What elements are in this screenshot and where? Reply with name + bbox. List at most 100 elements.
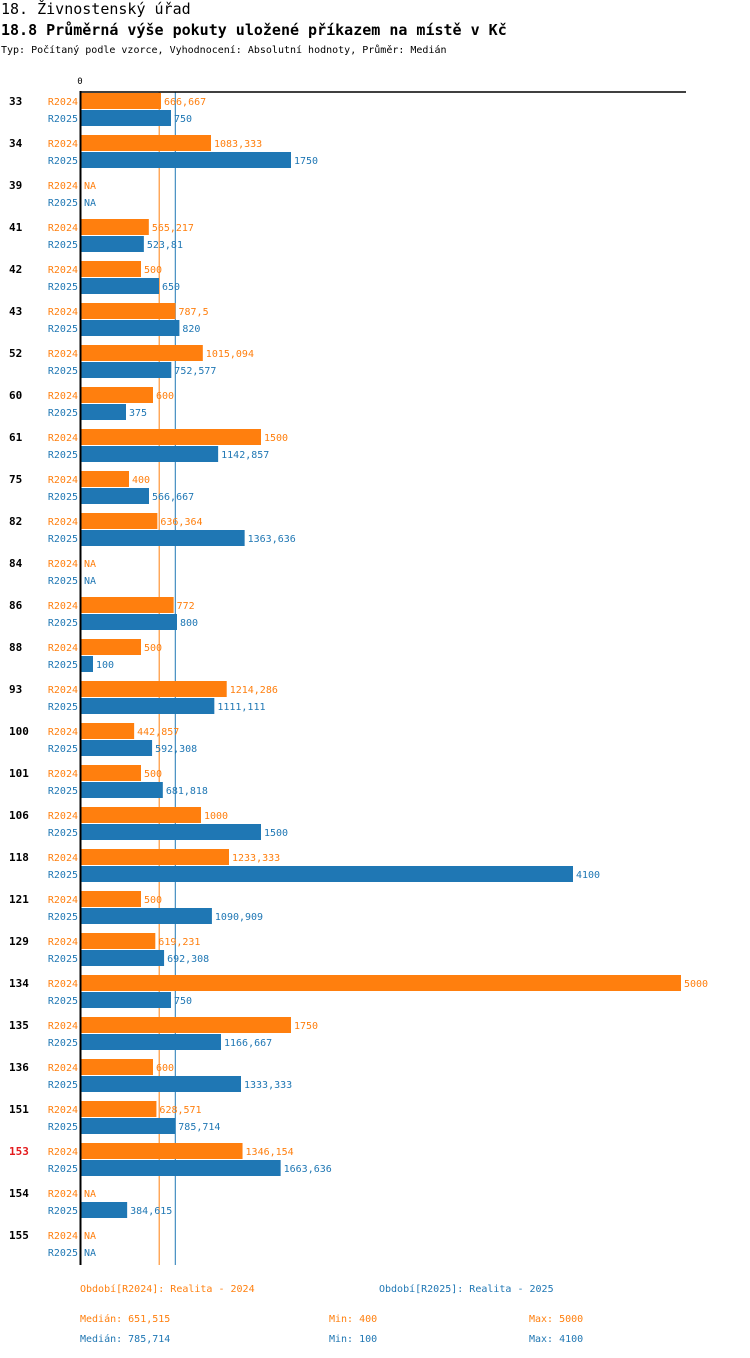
category-label: 61 xyxy=(9,431,23,444)
series-label: R2024 xyxy=(48,853,78,864)
value-label: NA xyxy=(84,1189,96,1200)
legend-r2025: Období[R2025]: Realita - 2025 xyxy=(379,1284,554,1295)
series-label: R2025 xyxy=(48,954,78,965)
value-label: 600 xyxy=(156,1063,174,1074)
bar-r2025 xyxy=(81,1202,128,1218)
bar-r2024 xyxy=(81,261,141,277)
bar-r2025 xyxy=(81,782,163,798)
value-label: 750 xyxy=(174,996,192,1007)
value-label: 619,231 xyxy=(158,937,200,948)
value-label: NA xyxy=(84,576,96,587)
min-r2024: Min: 400 xyxy=(329,1314,378,1325)
bar-r2025 xyxy=(81,236,144,252)
series-label: R2024 xyxy=(48,601,78,612)
series-label: R2025 xyxy=(48,996,78,1007)
value-label: 1166,667 xyxy=(224,1038,272,1049)
series-label: R2025 xyxy=(48,1248,78,1259)
category-label: 134 xyxy=(9,977,29,990)
category-label: 42 xyxy=(9,263,22,276)
bar-r2024 xyxy=(81,345,203,361)
value-label: 750 xyxy=(174,114,192,125)
value-label: 500 xyxy=(144,265,162,276)
category-label: 43 xyxy=(9,305,22,318)
value-label: 600 xyxy=(156,391,174,402)
category-label: 41 xyxy=(9,221,23,234)
bar-r2025 xyxy=(81,866,573,882)
series-label: R2025 xyxy=(48,912,78,923)
bar-r2024 xyxy=(81,471,129,487)
category-label: 106 xyxy=(9,809,29,822)
value-label: 500 xyxy=(144,895,162,906)
bar-r2024 xyxy=(81,849,229,865)
category-label: 34 xyxy=(9,137,23,150)
category-label: 153 xyxy=(9,1145,29,1158)
value-label: 1750 xyxy=(294,156,318,167)
bar-r2024 xyxy=(81,975,681,991)
series-label: R2025 xyxy=(48,1122,78,1133)
series-label: R2024 xyxy=(48,517,78,528)
bar-r2025 xyxy=(81,1034,222,1050)
category-label: 135 xyxy=(9,1019,29,1032)
series-label: R2025 xyxy=(48,702,78,713)
chart-title: 18.8 Průměrná výše pokuty uložené příkaz… xyxy=(1,21,507,39)
series-label: R2024 xyxy=(48,1021,78,1032)
bar-r2024 xyxy=(81,1101,157,1117)
bar-r2025 xyxy=(81,950,165,966)
value-label: 650 xyxy=(162,282,180,293)
bar-r2025 xyxy=(81,404,126,420)
bar-r2024 xyxy=(81,723,135,739)
value-label: 752,577 xyxy=(174,366,216,377)
chart-subtitle: Typ: Počítaný podle vzorce, Vyhodnocení:… xyxy=(1,45,447,56)
value-label: 800 xyxy=(180,618,198,629)
series-label: R2024 xyxy=(48,139,78,150)
value-label: 820 xyxy=(182,324,200,335)
category-label: 52 xyxy=(9,347,22,360)
category-label: 100 xyxy=(9,725,29,738)
value-label: NA xyxy=(84,1231,96,1242)
series-label: R2024 xyxy=(48,433,78,444)
bar-r2024 xyxy=(81,891,141,907)
max-r2025: Max: 4100 xyxy=(529,1334,584,1345)
series-label: R2025 xyxy=(48,744,78,755)
series-label: R2024 xyxy=(48,475,78,486)
value-label: 565,217 xyxy=(152,223,194,234)
series-label: R2024 xyxy=(48,685,78,696)
bar-r2024 xyxy=(81,933,156,949)
bar-r2025 xyxy=(81,1118,176,1134)
bar-r2025 xyxy=(81,530,245,546)
section-title: 18. Živnostenský úřad xyxy=(1,0,191,18)
series-label: R2024 xyxy=(48,265,78,276)
bar-r2024 xyxy=(81,387,153,403)
value-label: NA xyxy=(84,181,96,192)
category-label: 136 xyxy=(9,1061,29,1074)
series-label: R2025 xyxy=(48,660,78,671)
value-label: 785,714 xyxy=(178,1122,220,1133)
bar-r2025 xyxy=(81,1076,241,1092)
series-label: R2025 xyxy=(48,828,78,839)
value-label: 1363,636 xyxy=(248,534,296,545)
bar-r2024 xyxy=(81,1143,243,1159)
value-label: 1142,857 xyxy=(221,450,269,461)
value-label: NA xyxy=(84,559,96,570)
bar-r2024 xyxy=(81,1017,291,1033)
category-label: 82 xyxy=(9,515,22,528)
category-label: 93 xyxy=(9,683,22,696)
value-label: NA xyxy=(84,1248,96,1259)
series-label: R2025 xyxy=(48,240,78,251)
bar-r2024 xyxy=(81,807,201,823)
series-label: R2024 xyxy=(48,1063,78,1074)
value-label: 1083,333 xyxy=(214,139,262,150)
value-label: 400 xyxy=(132,475,150,486)
series-label: R2024 xyxy=(48,979,78,990)
value-label: 636,364 xyxy=(160,517,202,528)
series-label: R2024 xyxy=(48,1189,78,1200)
bar-r2025 xyxy=(81,320,180,336)
bar-r2024 xyxy=(81,681,227,697)
value-label: 1500 xyxy=(264,828,288,839)
value-label: 681,818 xyxy=(166,786,208,797)
bar-r2024 xyxy=(81,597,174,613)
value-label: 442,857 xyxy=(137,727,179,738)
value-label: 772 xyxy=(177,601,195,612)
series-label: R2025 xyxy=(48,156,78,167)
